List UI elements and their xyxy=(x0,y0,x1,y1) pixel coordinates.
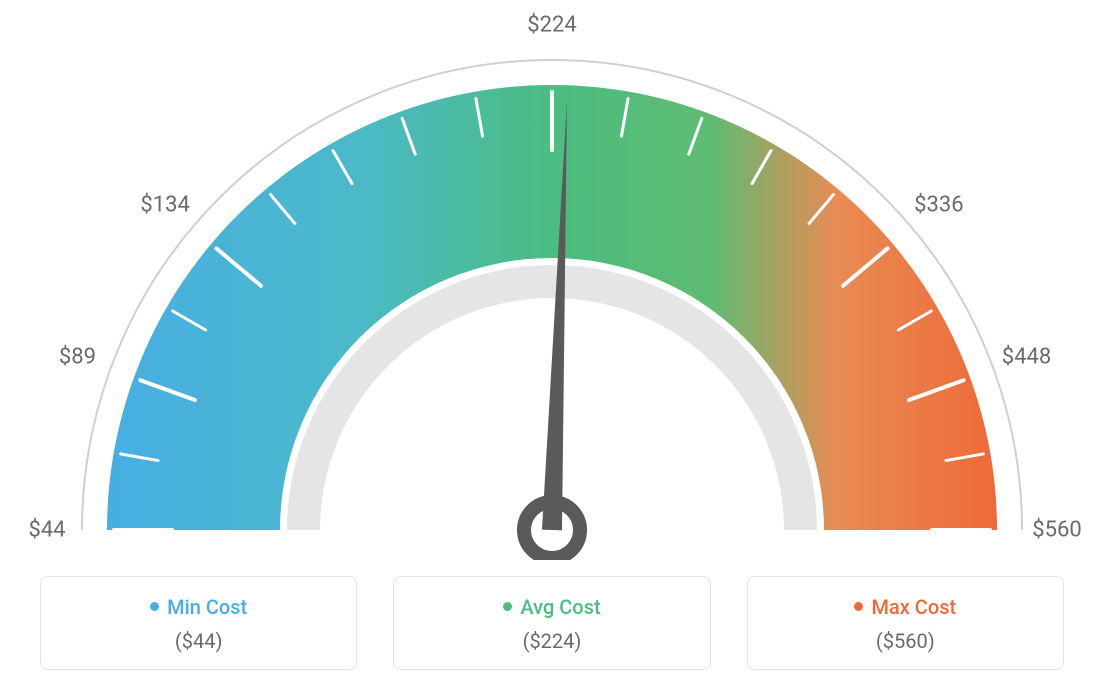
dot-max-icon xyxy=(854,602,863,611)
dot-min-icon xyxy=(150,602,159,611)
gauge-tick-label: $336 xyxy=(914,193,963,218)
gauge-tick-label: $224 xyxy=(527,13,576,38)
legend-card-avg: Avg Cost ($224) xyxy=(393,576,710,670)
legend-title-avg: Avg Cost xyxy=(404,595,699,619)
legend-value-max: ($560) xyxy=(758,629,1053,653)
legend-row: Min Cost ($44) Avg Cost ($224) Max Cost … xyxy=(0,576,1104,670)
dot-avg-icon xyxy=(503,602,512,611)
legend-card-min: Min Cost ($44) xyxy=(40,576,357,670)
gauge-tick-label: $560 xyxy=(1032,518,1081,543)
legend-title-max: Max Cost xyxy=(758,595,1053,619)
legend-card-max: Max Cost ($560) xyxy=(747,576,1064,670)
legend-label-max: Max Cost xyxy=(871,595,956,619)
gauge-tick-label: $44 xyxy=(28,518,65,543)
legend-label-avg: Avg Cost xyxy=(520,595,600,619)
legend-value-min: ($44) xyxy=(51,629,346,653)
legend-value-avg: ($224) xyxy=(404,629,699,653)
legend-label-min: Min Cost xyxy=(167,595,247,619)
cost-gauge: $44 $89 $134 $224 $336 $448 $560 xyxy=(0,0,1104,560)
gauge-tick-label: $134 xyxy=(140,193,189,218)
gauge-tick-label: $448 xyxy=(1002,345,1051,370)
gauge-svg xyxy=(0,0,1104,560)
legend-title-min: Min Cost xyxy=(51,595,346,619)
gauge-tick-label: $89 xyxy=(59,345,96,370)
